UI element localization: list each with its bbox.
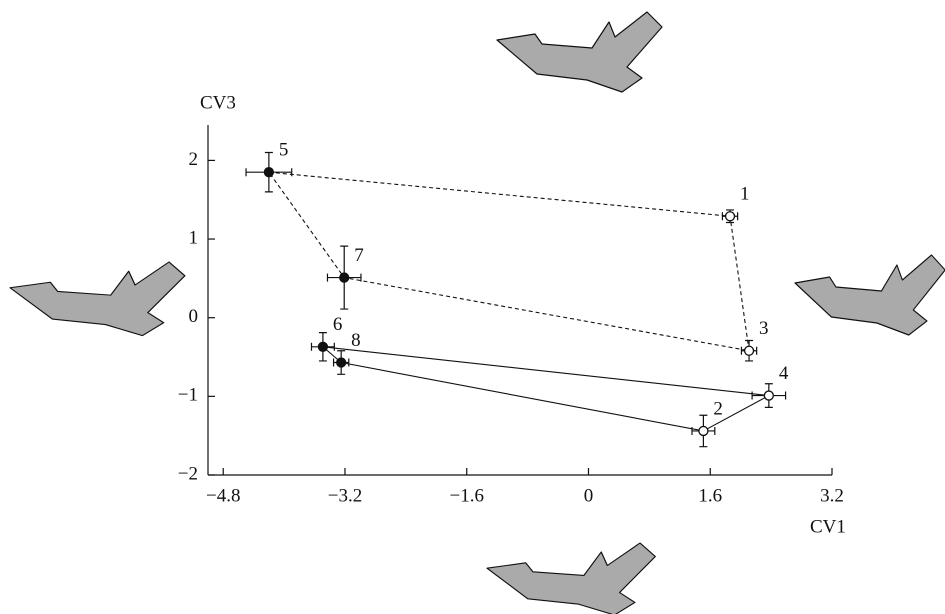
- y-tick-label: −1: [178, 385, 198, 406]
- point: [339, 272, 350, 283]
- y-tick-label: 0: [189, 306, 199, 327]
- connecting-line: [321, 346, 771, 432]
- point: [317, 341, 329, 352]
- x-tick-label: 0: [584, 485, 594, 506]
- point-label: 5: [279, 140, 289, 161]
- y-tick-label: −2: [178, 463, 198, 484]
- bird-silhouette: [486, 542, 656, 614]
- x-tick-label: 3.2: [820, 485, 844, 506]
- y-axis-label: CV3: [200, 92, 236, 113]
- point: [724, 211, 736, 222]
- x-tick-label: −4.8: [206, 485, 240, 506]
- point: [263, 167, 275, 178]
- x-tick-label: −1.6: [449, 485, 483, 506]
- x-axis-label: CV1: [810, 516, 846, 537]
- point-label: 1: [740, 184, 750, 205]
- point-label: 3: [759, 318, 769, 339]
- y-tick-label: 2: [189, 149, 199, 170]
- point: [698, 425, 709, 437]
- point-label: 6: [333, 314, 343, 335]
- x-tick-label: 1.6: [698, 485, 722, 506]
- bird-silhouette: [9, 261, 186, 337]
- point: [743, 345, 755, 356]
- point-label: 4: [779, 363, 789, 384]
- bird-silhouette: [496, 11, 663, 93]
- point-label: 7: [354, 245, 364, 266]
- bird-silhouette: [794, 254, 945, 336]
- y-tick-label: 1: [189, 227, 199, 248]
- x-tick-label: −3.2: [328, 485, 362, 506]
- point: [336, 357, 347, 368]
- point: [763, 390, 774, 401]
- connecting-line: [267, 171, 750, 352]
- point-label: 8: [351, 330, 361, 351]
- point-label: 2: [713, 398, 723, 419]
